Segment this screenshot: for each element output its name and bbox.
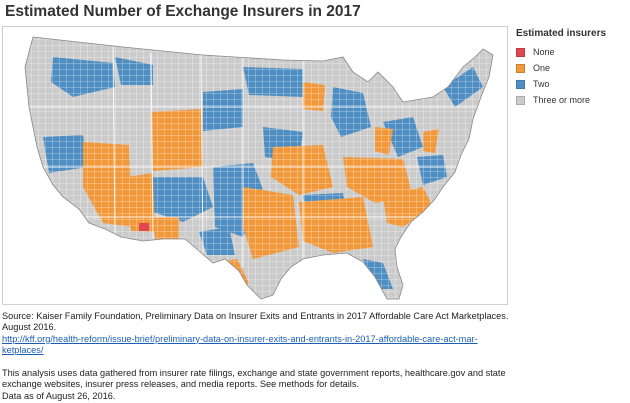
legend-item-two[interactable]: Two [516, 76, 628, 92]
us-county-map[interactable] [2, 26, 508, 305]
source-link[interactable]: http://kff.org/health-reform/issue-brief… [2, 333, 478, 355]
chart-title: Estimated Number of Exchange Insurers in… [5, 3, 361, 20]
legend-swatch-two [516, 79, 525, 89]
legend-item-one[interactable]: One [516, 60, 628, 76]
legend-swatch-three-or-more [516, 95, 525, 105]
source-notes: Source: Kaiser Family Foundation, Prelim… [2, 311, 522, 402]
legend-swatch-one [516, 63, 525, 73]
legend: Estimated insurers None One Two Three or… [516, 28, 628, 108]
legend-label: None [533, 47, 555, 57]
legend-label: One [533, 63, 551, 73]
legend-label: Three or more [533, 95, 591, 105]
legend-swatch-none [516, 47, 525, 57]
source-citation: Source: Kaiser Family Foundation, Prelim… [2, 311, 509, 333]
data-date: Data as of August 26, 2016. [2, 390, 116, 401]
methods-note: This analysis uses data gathered from in… [2, 368, 506, 390]
legend-item-three-or-more[interactable]: Three or more [516, 92, 628, 108]
legend-title: Estimated insurers [516, 28, 607, 39]
legend-item-none[interactable]: None [516, 44, 628, 60]
legend-label: Two [533, 79, 550, 89]
